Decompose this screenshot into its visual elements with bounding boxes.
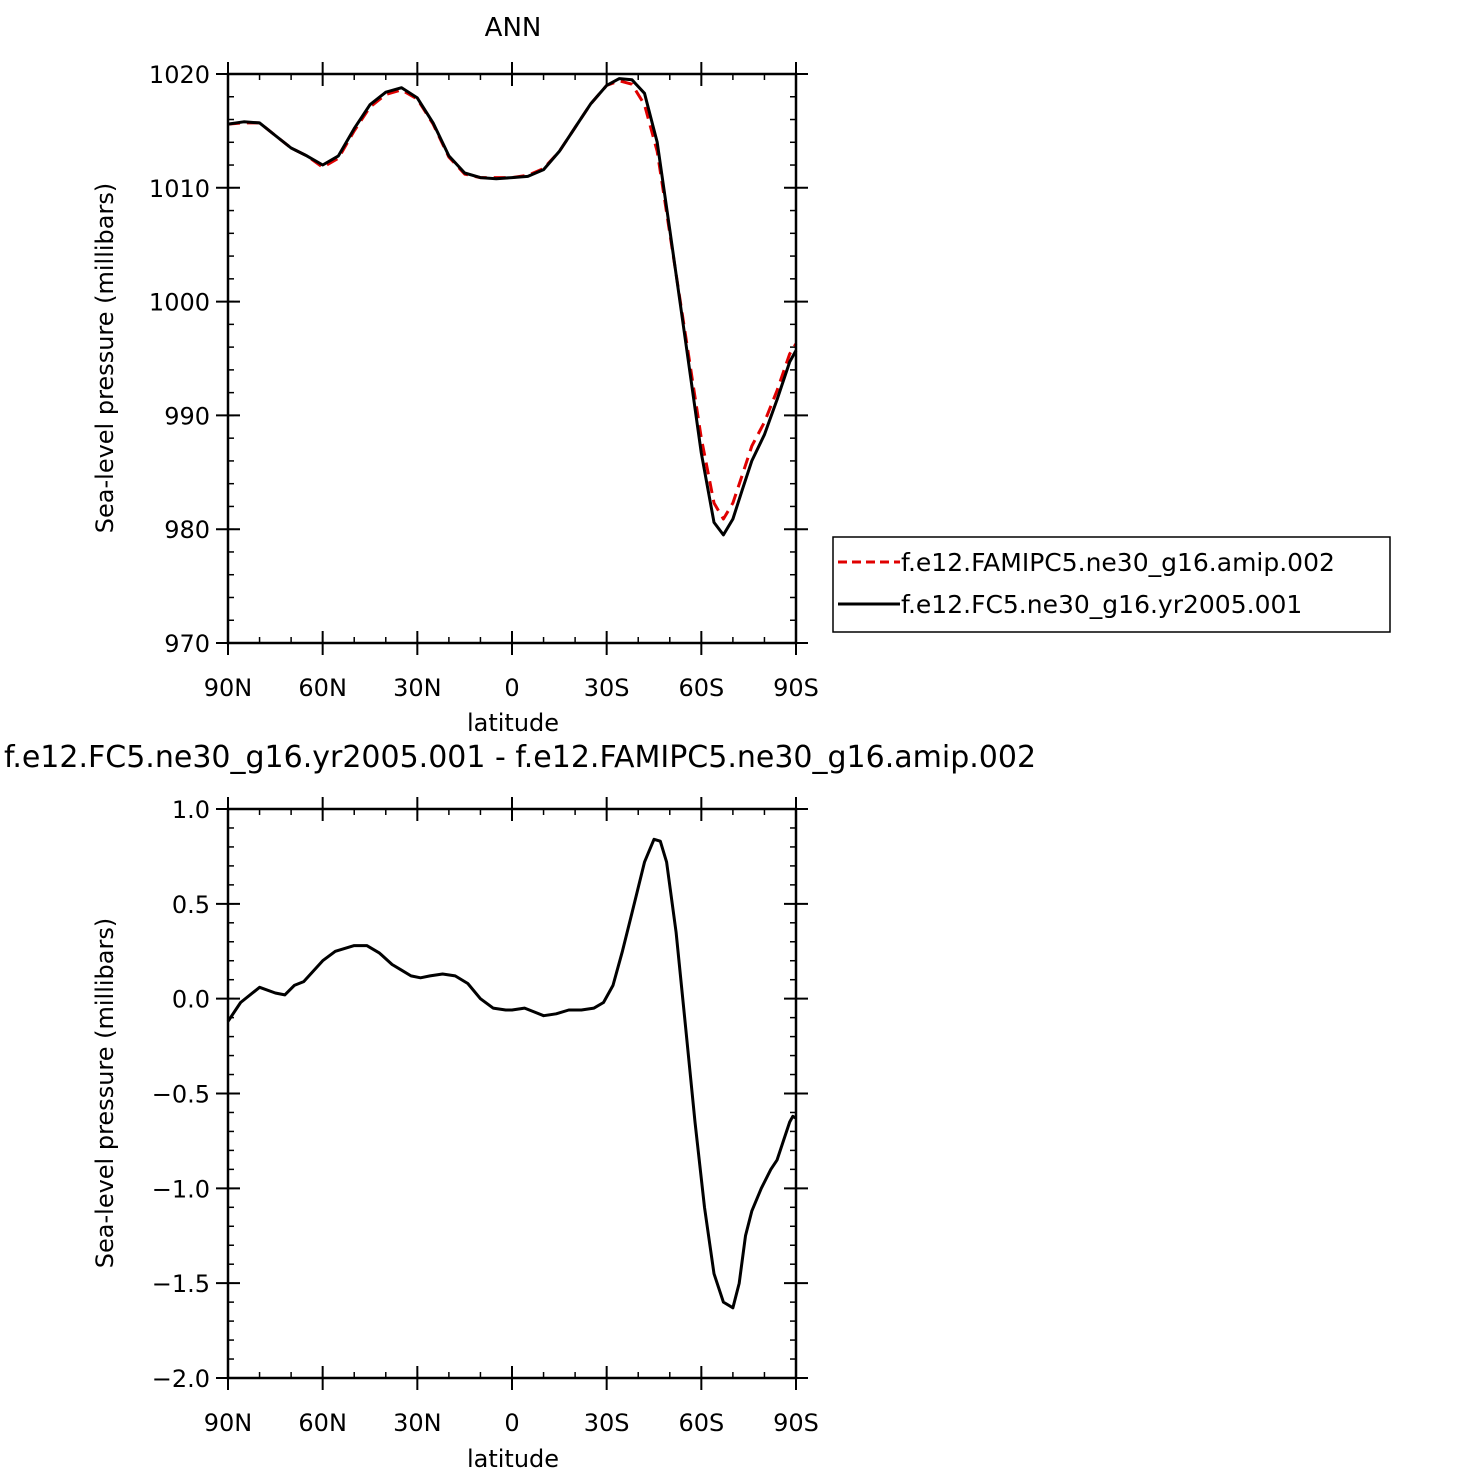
x-tick-label: 90N <box>204 674 253 702</box>
y-tick-label: −0.5 <box>152 1081 210 1109</box>
y-tick-label: −2.0 <box>152 1365 210 1393</box>
legend-label-yr2005: f.e12.FC5.ne30_g16.yr2005.001 <box>901 590 1302 619</box>
y-tick-label: 0.0 <box>172 986 210 1014</box>
y-tick-label: −1.5 <box>152 1270 210 1298</box>
y-tick-label: 1020 <box>149 61 210 89</box>
y-tick-label: 0.5 <box>172 891 210 919</box>
top-x-axis-label: latitude <box>467 709 559 737</box>
top-panel: ANN 90N 60N 30N 0 30S 60S 90S 1020 1010 1000 990 98… <box>91 13 1391 737</box>
y-tick-label: 1.0 <box>172 796 210 824</box>
y-tick-label: 990 <box>164 402 210 430</box>
x-tick-label: 60S <box>678 1409 724 1437</box>
x-tick-label: 30N <box>393 674 442 702</box>
x-tick-label: 90S <box>773 674 819 702</box>
legend-box <box>832 536 1391 633</box>
y-tick-label: 980 <box>164 516 210 544</box>
top-y-axis-label: Sea-level pressure (millibars) <box>91 183 119 533</box>
x-tick-label: 30S <box>584 674 630 702</box>
x-tick-label: 30N <box>393 1409 442 1437</box>
bottom-x-axis-label: latitude <box>467 1445 559 1473</box>
x-tick-label: 90S <box>773 1409 819 1437</box>
bottom-series-line-0 <box>226 837 797 1310</box>
x-tick-label: 0 <box>504 1409 519 1437</box>
bottom-plot-frame <box>226 807 798 1380</box>
top-legend: f.e12.FAMIPC5.ne30_g16.amip.002 f.e12.FC… <box>832 536 1391 633</box>
bottom-y-axis-label: Sea-level pressure (millibars) <box>91 918 119 1268</box>
x-tick-label: 30S <box>584 1409 630 1437</box>
x-tick-label: 90N <box>204 1409 253 1437</box>
top-plot-frame <box>226 72 798 645</box>
bottom-panel: f.e12.FC5.ne30_g16.yr2005.001 - f.e12.FA… <box>4 740 1036 1473</box>
x-tick-label: 0 <box>504 674 519 702</box>
y-tick-label: −1.0 <box>152 1175 210 1203</box>
y-tick-label: 970 <box>164 630 210 658</box>
bottom-panel-title: f.e12.FC5.ne30_g16.yr2005.001 - f.e12.FA… <box>4 740 1036 775</box>
bottom-plot-area: 90N 60N 30N 0 30S 60S 90S 1.0 0.5 0.0 −0.5 −1.0 −1.5… <box>152 796 819 1437</box>
y-tick-label: 1010 <box>149 175 210 203</box>
x-tick-label: 60S <box>678 674 724 702</box>
top-series-line-0 <box>227 79 798 521</box>
y-tick-label: 1000 <box>149 289 210 317</box>
x-tick-label: 60N <box>298 674 347 702</box>
top-panel-title: ANN <box>485 13 542 43</box>
legend-label-amip: f.e12.FAMIPC5.ne30_g16.amip.002 <box>901 548 1335 577</box>
top-series-line-1 <box>227 77 798 537</box>
x-tick-label: 60N <box>298 1409 347 1437</box>
top-plot-area: 90N 60N 30N 0 30S 60S 90S 1020 1010 1000 990 980 970 <box>149 61 819 702</box>
